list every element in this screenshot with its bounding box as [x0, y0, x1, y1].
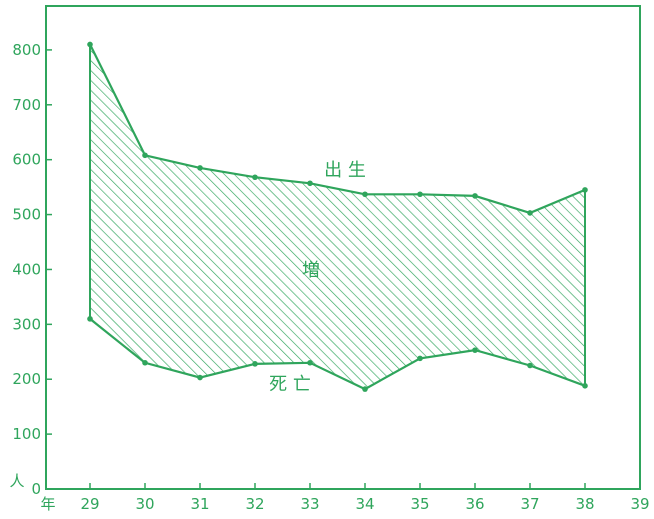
death-point: [197, 374, 203, 381]
y-unit-label: 人: [9, 472, 24, 490]
x-tick-label: 29: [80, 495, 99, 513]
y-axis: 0 100 200 300 400 500 600 700 800: [12, 41, 52, 498]
birth-point: [582, 187, 588, 193]
birth-point: [252, 174, 258, 181]
x-tick-label: 34: [355, 495, 374, 513]
death-series-label: 死 亡: [269, 374, 311, 395]
death-point: [417, 355, 423, 362]
death-point: [252, 361, 258, 367]
birth-point: [362, 191, 368, 198]
area-label: 増: [302, 260, 320, 281]
y-tick-label: 700: [12, 96, 41, 114]
hatched-difference-area: [90, 44, 585, 390]
death-point: [87, 316, 93, 322]
x-tick-label: 30: [135, 495, 154, 513]
x-unit-label: 年: [40, 495, 55, 513]
death-point: [362, 386, 368, 392]
y-tick-label: 500: [12, 206, 41, 224]
x-tick-label: 33: [300, 495, 319, 513]
x-tick-label: 38: [575, 495, 594, 513]
y-tick-label: 600: [12, 151, 41, 169]
death-point: [142, 359, 148, 366]
y-tick-label: 200: [12, 370, 41, 388]
y-tick-label: 800: [12, 41, 41, 59]
birth-point: [472, 193, 478, 199]
death-point: [472, 347, 478, 353]
death-line: [89, 318, 586, 391]
x-tick-label: 35: [410, 495, 429, 513]
birth-series-label: 出 生: [324, 160, 366, 181]
y-tick-label: 0: [31, 480, 41, 498]
death-point: [582, 383, 588, 389]
death-point: [307, 359, 313, 366]
x-tick-label: 32: [245, 495, 264, 513]
birth-point: [87, 41, 93, 48]
birth-point: [417, 191, 423, 198]
birth-line: [89, 43, 586, 215]
y-tick-label: 100: [12, 425, 41, 443]
x-tick-label: 37: [520, 495, 539, 513]
y-tick-label: 300: [12, 315, 41, 333]
birth-point: [307, 180, 313, 187]
birth-point: [142, 152, 148, 159]
x-tick-label: 31: [190, 495, 209, 513]
data-points: [87, 41, 588, 392]
x-axis: 29 30 31 32 33 34 35 36 37 38 39: [80, 483, 650, 513]
birth-point: [527, 210, 533, 216]
plot-frame: [45, 5, 641, 490]
x-tick-label: 36: [465, 495, 484, 513]
death-point: [527, 362, 533, 369]
birth-point: [197, 165, 203, 171]
x-tick-label: 39: [630, 495, 649, 513]
y-tick-label: 400: [12, 260, 41, 278]
